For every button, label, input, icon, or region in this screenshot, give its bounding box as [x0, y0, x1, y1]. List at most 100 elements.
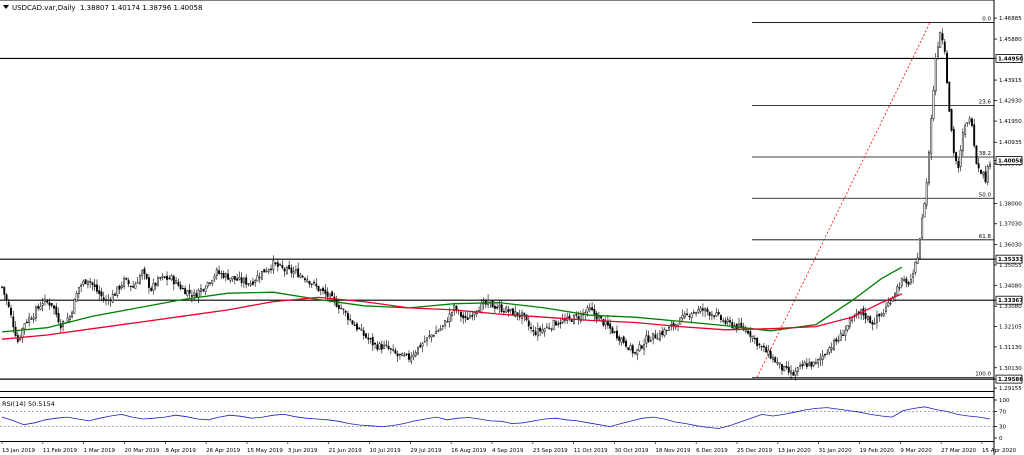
candle-body — [360, 328, 363, 331]
candle-body — [71, 311, 74, 318]
price-tick-label: 1.41950 — [999, 119, 1022, 125]
candle-body — [803, 361, 806, 366]
candle-body — [371, 337, 374, 346]
time-tick-label: 13 Jan 2019 — [2, 448, 35, 454]
candle-body — [496, 306, 499, 309]
candle-body — [408, 353, 410, 360]
candle-body — [77, 286, 80, 294]
candle-body — [509, 308, 512, 311]
candle-body — [324, 289, 327, 294]
candle-body — [23, 323, 26, 330]
candle-body — [808, 362, 811, 366]
candle-body — [80, 285, 83, 287]
candle-body — [616, 330, 618, 339]
candle-body — [532, 329, 535, 332]
candle-body — [473, 312, 476, 315]
candle-body — [53, 305, 55, 309]
candle-body — [536, 328, 539, 337]
time-tick-label: 10 Jul 2019 — [370, 448, 402, 454]
price-tick-label: 1.29155 — [999, 386, 1022, 392]
candle-body — [342, 308, 345, 311]
candle-body — [100, 291, 103, 297]
candle-body — [539, 327, 542, 332]
candle-body — [367, 337, 370, 340]
price-level-box-label: 1.44950 — [998, 56, 1023, 62]
candle-body — [699, 307, 702, 312]
candle-body — [776, 362, 779, 364]
candle-body — [310, 283, 313, 285]
candle-body — [179, 284, 182, 290]
candle-body — [828, 347, 831, 353]
candle-body — [708, 312, 711, 316]
rsi-tick-label: 0 — [999, 436, 1003, 442]
candle-body — [726, 319, 729, 323]
candle-body — [595, 312, 598, 320]
time-tick-label: 30 Oct 2019 — [615, 448, 650, 454]
candle-body — [143, 268, 146, 274]
candle-body — [837, 339, 840, 342]
candle-body — [652, 332, 655, 340]
candle-body — [493, 305, 496, 309]
fib-trendline — [756, 22, 931, 378]
candle-body — [161, 276, 164, 278]
candle-body — [916, 257, 919, 264]
candle-body — [787, 366, 790, 373]
rsi-panel[interactable]: RSI(14) 50.5154 100 70 30 0 — [0, 398, 1010, 442]
chart-header: USDCAD.var,Daily 1.38807 1.40174 1.38796… — [3, 4, 202, 12]
candle-body — [240, 277, 243, 283]
rsi-tick-label: 30 — [999, 425, 1006, 431]
candle-body — [168, 277, 171, 280]
price-level-box — [995, 156, 1023, 165]
candle-body — [941, 33, 944, 41]
candle-body — [561, 319, 564, 323]
candle-body — [148, 277, 150, 288]
candle-body — [835, 338, 838, 342]
candle-body — [568, 315, 571, 319]
candle-body — [96, 284, 98, 292]
candle-body — [383, 344, 386, 349]
time-tick-label: 16 Aug 2019 — [451, 448, 487, 454]
candle-body — [731, 322, 734, 329]
candle-body — [973, 124, 976, 146]
candle-body — [778, 362, 781, 365]
collapse-triangle-icon[interactable] — [3, 5, 9, 9]
candle-body — [132, 286, 135, 288]
price-tick-label: 1.34080 — [999, 283, 1022, 289]
candle-body — [75, 293, 78, 302]
horizontal-levels[interactable] — [0, 57, 994, 380]
candle-body — [14, 326, 17, 336]
candle-body — [923, 203, 926, 218]
candle-body — [197, 289, 200, 298]
candle-body — [629, 345, 632, 351]
candle-body — [898, 286, 901, 289]
candle-body — [222, 272, 225, 279]
candle-body — [640, 345, 643, 349]
time-axis: 13 Jan 2019 11 Feb 2019 1 Mar 2019 20 Mar 2… — [1, 441, 1017, 454]
candle-body — [661, 331, 664, 336]
candle-body — [233, 276, 236, 280]
time-tick-label: 11 Oct 2019 — [574, 448, 609, 454]
candle-body — [57, 312, 60, 323]
rsi-label: RSI(14) 50.5154 — [2, 400, 55, 408]
candle-body — [145, 273, 148, 279]
candle-body — [602, 319, 605, 326]
candle-body — [729, 320, 731, 323]
candle-body — [710, 314, 713, 316]
candle-body — [559, 322, 562, 325]
candle-body — [306, 279, 309, 282]
candle-body — [254, 280, 257, 283]
candle-body — [290, 267, 293, 273]
candle-body — [163, 276, 166, 279]
candle-body — [937, 46, 939, 57]
candle-body — [866, 316, 869, 320]
candle-body — [331, 291, 334, 297]
candle-body — [172, 276, 175, 285]
candle-body — [396, 353, 399, 357]
candle-body — [127, 280, 130, 285]
candle-body — [665, 329, 668, 332]
candle-body — [769, 351, 772, 359]
candle-body — [181, 287, 184, 290]
fibonacci-retracement[interactable]: 0.0 23.6 38.2 50.0 61.8 100.0 — [752, 17, 994, 378]
candle-body — [414, 352, 417, 357]
